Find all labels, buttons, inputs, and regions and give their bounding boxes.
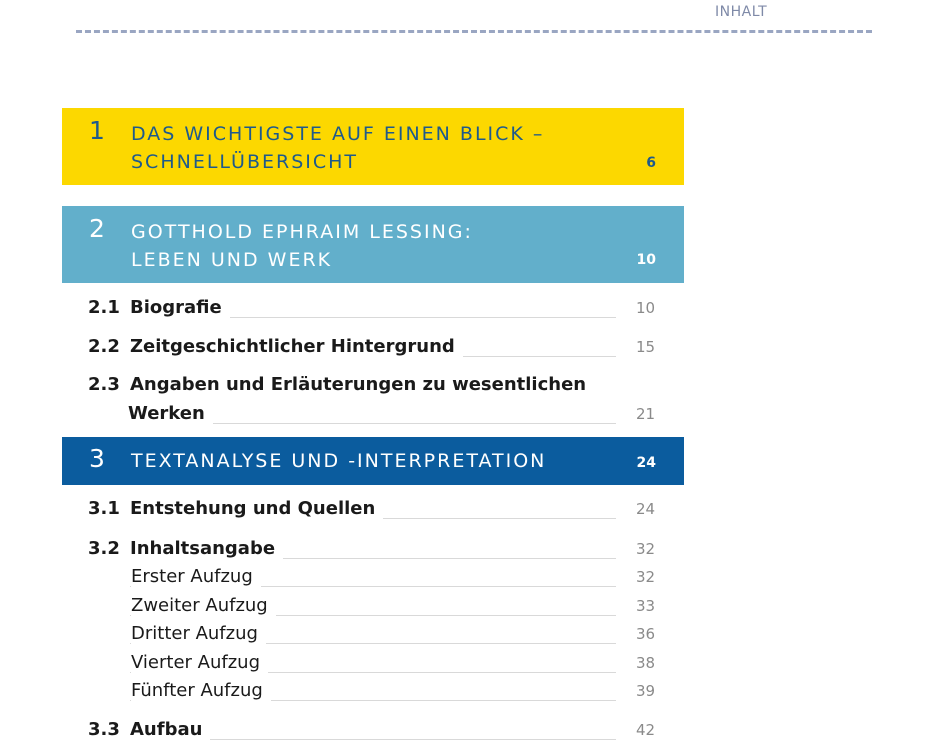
dot-leader — [130, 423, 616, 424]
section-number: 3.1 — [88, 498, 120, 519]
section-page-number: 10 — [636, 299, 656, 317]
subsection-page-number: 36 — [636, 625, 656, 643]
dot-leader — [130, 586, 616, 587]
toc-entry-3-2[interactable]: 3.2 Inhaltsangabe 32 — [0, 538, 930, 564]
section-number: 3.2 — [88, 538, 120, 559]
toc-subentry[interactable]: Zweiter Aufzug 33 — [0, 595, 930, 621]
section-page-number: 42 — [636, 721, 656, 739]
dot-leader — [130, 643, 616, 644]
chapter-number: 2 — [89, 214, 105, 243]
toc-subentry[interactable]: Fünfter Aufzug 39 — [0, 680, 930, 706]
section-title-line-2: Werken — [128, 403, 213, 424]
chapter-title-line: SCHNELLÜBERSICHT — [131, 151, 359, 173]
subsection-title: Erster Aufzug — [131, 566, 261, 587]
subsection-page-number: 32 — [636, 568, 656, 586]
chapter-3-heading[interactable]: 3 TEXTANALYSE UND -INTERPRETATION 24 — [62, 437, 684, 485]
section-title-line-1[interactable]: Angaben und Erläuterungen zu wesentliche… — [130, 374, 587, 395]
chapter-title: DAS WICHTIGSTE AUF EINEN BLICK – SCHNELL… — [131, 120, 544, 176]
chapter-page-number: 24 — [636, 455, 656, 471]
section-page-number: 15 — [636, 338, 656, 356]
header-divider — [76, 30, 872, 33]
chapter-title-line: LEBEN UND WERK — [131, 249, 333, 271]
subsection-title: Fünfter Aufzug — [131, 680, 271, 701]
subsection-page-number: 33 — [636, 597, 656, 615]
section-title: Biografie — [130, 297, 230, 318]
section-number: 3.3 — [88, 719, 120, 740]
chapter-number: 3 — [89, 444, 105, 473]
dot-leader — [130, 700, 616, 701]
section-number: 2.1 — [88, 297, 120, 318]
section-title: Zeitgeschichtlicher Hintergrund — [130, 336, 463, 357]
section-title: Entstehung und Quellen — [130, 498, 384, 519]
section-title: Inhaltsangabe — [130, 538, 284, 559]
running-head: INHALT — [715, 4, 768, 20]
dot-leader — [130, 615, 616, 616]
subsection-page-number: 38 — [636, 654, 656, 672]
subsection-page-number: 39 — [636, 682, 656, 700]
chapter-title-line: GOTTHOLD EPHRAIM LESSING: — [131, 221, 473, 243]
toc-entry-2-2[interactable]: 2.2 Zeitgeschichtlicher Hintergrund 15 — [0, 336, 930, 362]
chapter-1-heading[interactable]: 1 DAS WICHTIGSTE AUF EINEN BLICK – SCHNE… — [62, 108, 684, 185]
chapter-number: 1 — [89, 116, 105, 145]
toc-subentry[interactable]: Vierter Aufzug 38 — [0, 652, 930, 678]
chapter-title: GOTTHOLD EPHRAIM LESSING: LEBEN UND WERK — [131, 218, 473, 274]
section-title: Aufbau — [130, 719, 211, 740]
dot-leader — [130, 672, 616, 673]
dot-leader — [130, 317, 616, 318]
section-number: 2.3 — [88, 374, 120, 395]
toc-entry-2-3[interactable]: Werken 21 — [0, 403, 930, 429]
chapter-2-heading[interactable]: 2 GOTTHOLD EPHRAIM LESSING: LEBEN UND WE… — [62, 206, 684, 283]
section-number: 2.2 — [88, 336, 120, 357]
chapter-title-line: TEXTANALYSE UND -INTERPRETATION — [131, 450, 547, 472]
toc-subentry[interactable]: Erster Aufzug 32 — [0, 566, 930, 592]
section-page-number: 24 — [636, 500, 656, 518]
subsection-title: Dritter Aufzug — [131, 623, 266, 644]
section-page-number: 32 — [636, 540, 656, 558]
chapter-title: TEXTANALYSE UND -INTERPRETATION — [131, 447, 546, 475]
chapter-title-line: DAS WICHTIGSTE AUF EINEN BLICK – — [131, 123, 545, 145]
toc-entry-3-3[interactable]: 3.3 Aufbau 42 — [0, 719, 930, 744]
toc-entry-3-1[interactable]: 3.1 Entstehung und Quellen 24 — [0, 498, 930, 524]
toc-entry-2-1[interactable]: 2.1 Biografie 10 — [0, 297, 930, 323]
subsection-title: Zweiter Aufzug — [131, 595, 276, 616]
subsection-title: Vierter Aufzug — [131, 652, 268, 673]
dot-leader — [130, 558, 616, 559]
section-page-number: 21 — [636, 405, 656, 423]
chapter-page-number: 6 — [646, 155, 656, 171]
chapter-page-number: 10 — [636, 252, 656, 268]
dot-leader — [130, 739, 616, 740]
toc-subentry[interactable]: Dritter Aufzug 36 — [0, 623, 930, 649]
